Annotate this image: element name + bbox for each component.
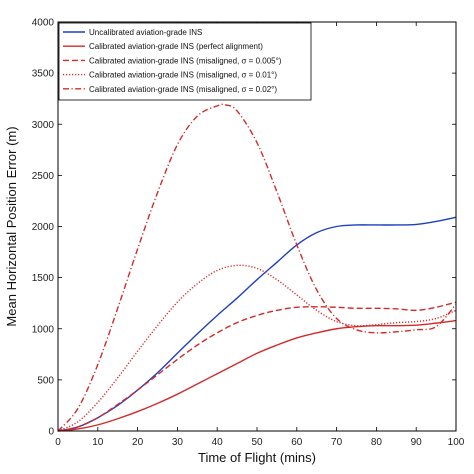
legend-box [58,22,312,101]
y-tick-label: 4000 [32,18,55,29]
legend-label: Calibrated aviation-grade INS (perfect a… [89,42,263,51]
y-axis-title: Mean Horizontal Position Error (m) [4,126,19,326]
x-tick-label: 40 [212,437,224,448]
x-tick-label: 70 [331,437,343,448]
legend-label: Uncalibrated aviation-grade INS [89,28,202,37]
legend: Uncalibrated aviation-grade INS Calibrate… [58,22,312,101]
x-tick-label: 30 [172,437,184,448]
series-line-4 [57,264,457,432]
legend-label: Calibrated aviation-grade INS (misaligne… [89,85,277,94]
series-line-2 [57,319,457,432]
series-line-3 [57,301,457,432]
x-tick-label: 20 [132,437,144,448]
legend-label: Calibrated aviation-grade INS (misaligne… [89,56,282,65]
x-tick-label: 0 [55,437,61,448]
x-tick-label: 90 [411,437,423,448]
x-tick-label: 10 [92,437,104,448]
y-tick-label: 1500 [32,273,55,284]
axis-ticks: 0 10 20 30 40 50 60 70 80 90 100050010001500200025… [32,18,465,449]
series-lines [57,103,457,432]
x-tick-label: 60 [291,437,303,448]
x-tick-label: 50 [251,437,263,448]
x-tick-label: 100 [448,437,465,448]
y-tick-label: 3500 [32,69,55,80]
y-tick-label: 2500 [32,171,55,182]
y-tick-label: 500 [37,375,54,386]
series-line-1 [57,216,457,432]
legend-label: Calibrated aviation-grade INS (misaligne… [89,71,277,80]
y-tick-label: 3000 [32,120,55,131]
y-tick-label: 1000 [32,324,55,335]
y-tick-label: 2000 [32,222,55,233]
y-tick-label: 0 [48,427,54,438]
x-axis-title: Time of Flight (mins) [198,450,316,465]
series-line-5 [57,103,457,432]
x-tick-label: 80 [371,437,383,448]
